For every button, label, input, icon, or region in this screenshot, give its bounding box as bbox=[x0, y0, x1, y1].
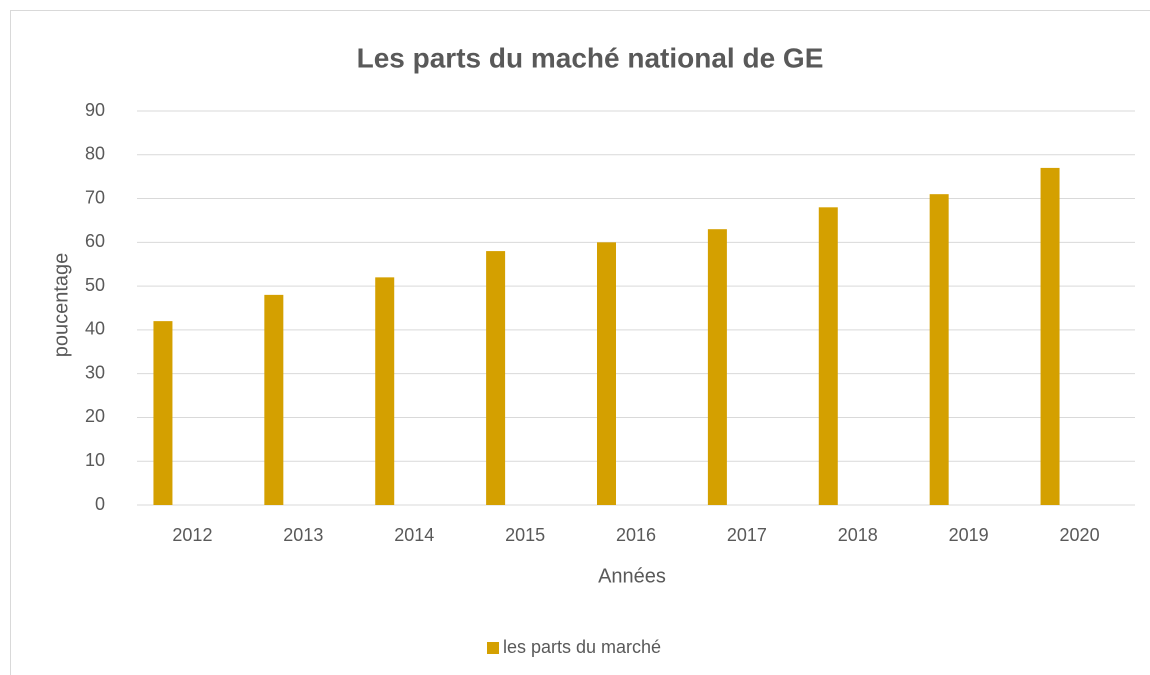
legend-label: les parts du marché bbox=[503, 637, 661, 657]
y-tick-label: 90 bbox=[85, 100, 105, 120]
y-tick-label: 20 bbox=[85, 406, 105, 426]
bar bbox=[375, 277, 395, 505]
y-tick-label: 70 bbox=[85, 187, 105, 207]
y-tick-label: 80 bbox=[85, 144, 105, 164]
bar bbox=[707, 229, 727, 505]
y-tick-label: 50 bbox=[85, 275, 105, 295]
bar bbox=[597, 242, 616, 506]
y-tick-label: 0 bbox=[95, 494, 105, 514]
legend-swatch bbox=[487, 642, 499, 654]
y-tick-label: 10 bbox=[85, 450, 105, 470]
bar bbox=[1040, 167, 1060, 505]
y-axis-label: poucentage bbox=[50, 253, 72, 358]
bar bbox=[153, 321, 173, 505]
bar bbox=[818, 207, 838, 506]
y-tick-label: 40 bbox=[85, 319, 105, 339]
x-tick-label: 2014 bbox=[394, 525, 434, 545]
x-tick-label: 2020 bbox=[1060, 525, 1100, 545]
x-tick-label: 2015 bbox=[505, 525, 545, 545]
bar bbox=[929, 194, 949, 505]
bar bbox=[486, 251, 506, 505]
x-tick-label: 2012 bbox=[172, 525, 212, 545]
x-tick-label: 2016 bbox=[616, 525, 656, 545]
y-tick-label: 60 bbox=[85, 231, 105, 251]
x-tick-label: 2013 bbox=[283, 525, 323, 545]
chart-border bbox=[10, 10, 1150, 675]
x-tick-label: 2017 bbox=[727, 525, 767, 545]
chart-title: Les parts du maché national de GE bbox=[357, 42, 824, 73]
x-axis-label: Années bbox=[598, 565, 666, 587]
y-tick-label: 30 bbox=[85, 362, 105, 382]
x-tick-label: 2019 bbox=[949, 525, 989, 545]
x-tick-label: 2018 bbox=[838, 525, 878, 545]
bar bbox=[264, 294, 284, 505]
